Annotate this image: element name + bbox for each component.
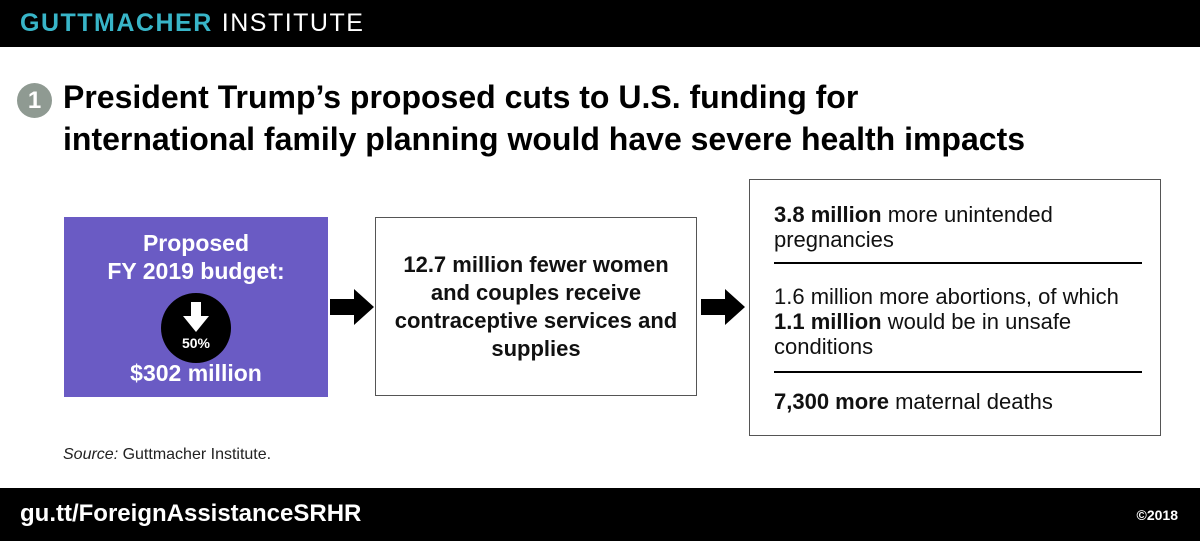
budget-label-line-1: Proposed (142, 230, 250, 256)
copyright: ©2018 (1136, 507, 1178, 523)
cut-badge: 50% (161, 293, 231, 363)
impact-item-pregnancies: 3.8 million more unintended pregnancies (774, 202, 1154, 252)
budget-box: Proposed FY 2019 budget: 50% $302 millio… (64, 217, 328, 397)
impact-item-maternal-deaths: 7,300 more maternal deaths (774, 389, 1154, 414)
headline: President Trump’s proposed cuts to U.S. … (63, 76, 1183, 160)
impact-2-highlight: 1.1 million (774, 309, 882, 334)
arrow-right-icon (701, 289, 745, 325)
source-text: Guttmacher Institute. (118, 446, 272, 463)
headline-line-1: President Trump’s proposed cuts to U.S. … (63, 79, 859, 115)
services-text: 12.7 million fewer women and couples rec… (394, 251, 678, 361)
impact-1-text: more unintended pregnancies (774, 202, 1053, 252)
source-note: Source: Guttmacher Institute. (63, 446, 271, 464)
impact-2-text-post: would be in unsafe conditions (774, 309, 1072, 359)
impact-1-highlight: 3.8 million (774, 202, 882, 227)
header-bar: GUTTMACHER INSTITUTE (0, 0, 1200, 47)
impacts-box: 3.8 million more unintended pregnancies … (749, 179, 1161, 436)
source-label: Source: (63, 446, 119, 463)
down-arrow-icon (183, 302, 209, 332)
impact-3-highlight: 7,300 more (774, 389, 889, 414)
budget-amount: $302 million (130, 360, 262, 386)
step-number-badge: 1 (17, 83, 52, 118)
impact-item-abortions: 1.6 million more abortions, of which 1.1… (774, 284, 1154, 359)
services-box: 12.7 million fewer women and couples rec… (375, 217, 697, 396)
divider (774, 262, 1142, 264)
impact-3-text: maternal deaths (888, 389, 1053, 414)
brand-name-part1: GUTTMACHER (20, 9, 213, 37)
divider (774, 371, 1142, 373)
brand-name-part2: INSTITUTE (221, 9, 365, 37)
cut-percent: 50% (181, 335, 211, 351)
impact-2-text-pre: 1.6 million more abortions, of which (774, 284, 1119, 309)
budget-label-line-2: FY 2019 budget: (107, 258, 285, 284)
footer-url[interactable]: gu.tt/ForeignAssistanceSRHR (20, 500, 362, 527)
footer-bar: gu.tt/ForeignAssistanceSRHR ©2018 (0, 488, 1200, 541)
headline-line-2: international family planning would have… (63, 121, 1026, 157)
arrow-right-icon (330, 289, 374, 325)
brand-logo: GUTTMACHER INSTITUTE (20, 9, 364, 38)
